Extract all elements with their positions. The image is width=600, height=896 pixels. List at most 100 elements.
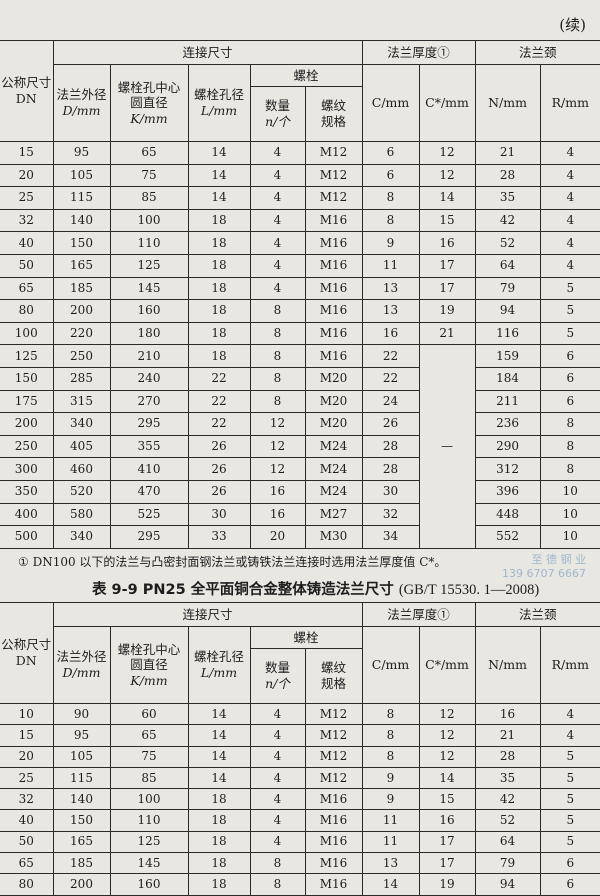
table-row: 250 405 355 26 12 M24 28 290 8	[0, 434, 600, 459]
table-cell: 80	[0, 873, 54, 896]
table-cell: 28	[361, 434, 420, 459]
header-bolt: 螺栓	[249, 64, 363, 87]
table-cell: 16	[249, 479, 306, 504]
table-cell: 100	[109, 788, 189, 811]
table-cell: 14	[187, 702, 251, 726]
table-cell: 21	[474, 724, 541, 747]
table-cell: 12	[418, 745, 476, 768]
table-cell: 9	[361, 788, 420, 811]
table-cell: 6	[539, 366, 600, 391]
table-cell: 9	[361, 766, 420, 790]
table-cell: M16	[304, 231, 363, 255]
table-cell: 65	[109, 141, 189, 165]
table-cell: 18	[187, 788, 251, 811]
table-cell: 4	[539, 141, 600, 165]
table-cell: 26	[187, 479, 251, 504]
table-cell: 8	[249, 344, 306, 368]
table-row: 20 105 75 14 4 M12 6 12 28 4	[0, 163, 600, 188]
table-cell: 165	[52, 253, 111, 278]
table-cell: 8	[249, 852, 306, 875]
table-cell: 21	[418, 321, 476, 346]
table-cell: 18	[187, 253, 251, 278]
table-cell: 22	[187, 389, 251, 414]
table-cell: 4	[249, 766, 306, 790]
table-cell: 12	[249, 412, 306, 436]
table-cell: M20	[304, 389, 363, 414]
table-cell: 4	[539, 231, 600, 255]
table-cell: 22	[361, 366, 420, 391]
table-cell: 64	[474, 253, 541, 278]
table-cell: 94	[474, 299, 541, 323]
header-neck: 法兰颈	[474, 40, 600, 65]
table-cell: M16	[304, 788, 363, 811]
table-cell: 12	[418, 724, 476, 747]
table-cell: M16	[304, 276, 363, 301]
table-cell: 4	[249, 231, 306, 255]
table-cell: 4	[249, 276, 306, 301]
table-cell: 14	[418, 766, 476, 790]
table-cell: 16	[361, 321, 420, 346]
table-cell: 14	[361, 873, 420, 896]
table-cell: 5	[539, 321, 600, 346]
flange-table-pn25: 公称尺寸 DN 连接尺寸 法兰厚度① 法兰颈 法兰外径 D/mm 螺栓孔中心 圆直径 K…	[0, 602, 600, 896]
table-cell: 26	[187, 457, 251, 481]
table-cell: 95	[52, 724, 111, 747]
table-cell: 8	[361, 186, 420, 210]
table-cell: 19	[418, 299, 476, 323]
header-n: 数量 n/个	[250, 86, 306, 142]
table-row: 25 115 85 14 4 M12 9 14 35 5	[0, 766, 600, 790]
table-cell: 28	[361, 457, 420, 481]
table-cell: 18	[187, 208, 251, 233]
table-row: 125 250 210 18 8 M16 22—159 6	[0, 344, 600, 549]
table-cell: 11	[361, 253, 420, 278]
table-cell: 14	[187, 163, 251, 188]
table-cell: 4	[249, 141, 306, 165]
table-cell: 10	[539, 502, 600, 527]
table-cell: 18	[187, 852, 251, 875]
table-cell: 21	[474, 141, 541, 165]
table-cell: 50	[0, 830, 54, 854]
table-cell: 110	[109, 231, 189, 255]
table-cell: M30	[304, 525, 363, 549]
table-row: 15 95 65 14 4 M12 6 12 21 4	[0, 141, 600, 165]
table-cell: 125	[109, 830, 189, 854]
header-neck: 法兰颈	[474, 602, 600, 627]
table-cell: 210	[109, 344, 189, 368]
table-cell: 22	[361, 344, 420, 368]
table-cell: 116	[474, 321, 541, 346]
table-cell: 18	[187, 231, 251, 255]
table-cell: 115	[52, 186, 111, 210]
table-cell: 240	[109, 366, 189, 391]
table-cell: 75	[109, 745, 189, 768]
table-cell: M20	[304, 412, 363, 436]
table-cell: 200	[52, 873, 111, 896]
table-cell: 35	[474, 766, 541, 790]
table-row: 100 220 180 18 8 M16 16 21 116 5	[0, 321, 600, 346]
table-cell: 159	[474, 344, 541, 368]
table-cell: 410	[109, 457, 189, 481]
table-cell: 26	[187, 434, 251, 459]
table-cell: M16	[304, 253, 363, 278]
footnote: ① DN100 以下的法兰与凸密封面钢法兰或铸铁法兰连接时选用法兰厚度值 C*。	[18, 555, 447, 569]
table-cell: 448	[474, 502, 541, 527]
table-cell: 79	[474, 852, 541, 875]
table-cell: M12	[304, 163, 363, 188]
table-cell: 4	[249, 163, 306, 188]
table-cell: 145	[109, 276, 189, 301]
table-cell: 94	[474, 873, 541, 896]
table-cell: 13	[361, 299, 420, 323]
table-cell: 6	[539, 344, 600, 368]
table-cell: 520	[52, 479, 111, 504]
table-cell: 145	[109, 852, 189, 875]
table-cell: 8	[539, 412, 600, 436]
table-cell: 150	[52, 231, 111, 255]
table-cell: 16	[474, 702, 541, 726]
table-cell: 340	[52, 412, 111, 436]
table-cell: 16	[418, 809, 476, 832]
table-cell: 75	[109, 163, 189, 188]
table-cell: 30	[187, 502, 251, 527]
header-d: 法兰外径 D/mm	[53, 626, 111, 704]
table-cell: 115	[52, 766, 111, 790]
table-cell: M16	[304, 852, 363, 875]
table-cell: 15	[0, 724, 54, 747]
